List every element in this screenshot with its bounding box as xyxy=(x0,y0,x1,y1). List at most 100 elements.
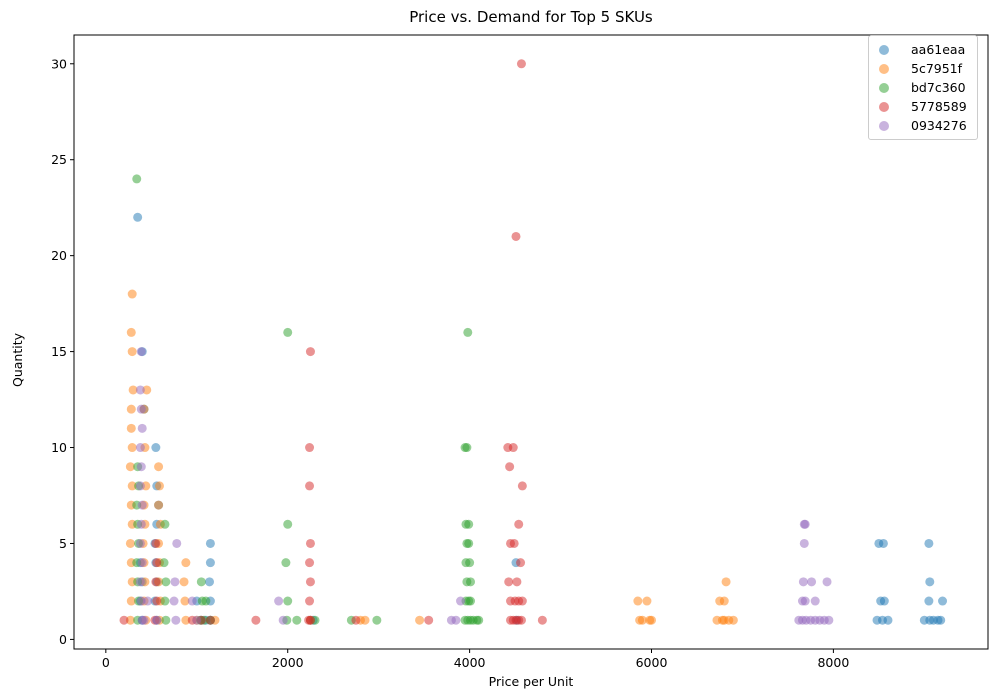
data-point xyxy=(516,615,526,625)
data-point xyxy=(799,538,809,548)
data-point xyxy=(136,462,146,472)
data-point xyxy=(281,558,291,568)
data-point xyxy=(160,519,170,529)
data-point xyxy=(159,558,169,568)
data-point xyxy=(924,538,934,548)
data-point xyxy=(635,615,645,625)
data-point xyxy=(719,596,729,606)
data-point xyxy=(925,577,935,587)
data-point xyxy=(512,577,522,587)
data-point xyxy=(514,519,524,529)
data-point xyxy=(878,538,888,548)
data-point xyxy=(205,538,215,548)
data-point xyxy=(464,538,474,548)
data-point xyxy=(135,481,145,491)
data-point xyxy=(161,577,171,587)
data-point xyxy=(127,289,137,299)
data-point xyxy=(152,558,162,568)
legend-marker xyxy=(879,82,889,93)
data-point xyxy=(136,519,146,529)
data-point xyxy=(278,615,288,625)
data-point xyxy=(137,558,147,568)
data-point xyxy=(169,596,179,606)
data-point xyxy=(142,385,152,395)
data-point xyxy=(647,615,657,625)
data-point xyxy=(126,404,136,414)
data-point xyxy=(360,615,370,625)
data-point xyxy=(137,423,147,433)
data-point xyxy=(463,327,473,337)
data-point xyxy=(509,538,519,548)
legend-marker xyxy=(879,63,889,74)
axes-frame xyxy=(73,34,989,650)
legend-label: aa61eaa xyxy=(911,42,966,57)
data-point xyxy=(451,615,461,625)
legend-item: bd7c360 xyxy=(869,78,977,97)
legend-item: 5c7951f xyxy=(869,59,977,78)
data-point xyxy=(126,423,136,433)
data-point xyxy=(125,538,135,548)
data-point xyxy=(728,615,738,625)
legend-label: 5778589 xyxy=(911,99,967,114)
data-point xyxy=(292,615,302,625)
data-point xyxy=(517,596,527,606)
y-tick-label: 0 xyxy=(59,632,67,647)
series-aa61eaa xyxy=(133,212,948,625)
data-point xyxy=(126,327,136,337)
data-point xyxy=(136,347,146,357)
series-bd7c360 xyxy=(132,174,484,625)
data-point xyxy=(136,596,146,606)
data-point xyxy=(924,596,934,606)
data-point xyxy=(351,615,361,625)
data-point xyxy=(305,596,315,606)
data-point xyxy=(883,615,893,625)
data-point xyxy=(125,615,135,625)
data-point xyxy=(810,596,820,606)
data-point xyxy=(154,462,164,472)
data-point xyxy=(516,558,526,568)
data-point xyxy=(274,596,284,606)
x-tick-label: 2000 xyxy=(272,655,304,670)
data-point xyxy=(822,577,832,587)
legend-label: 0934276 xyxy=(911,118,967,133)
legend-marker xyxy=(879,44,889,55)
data-point xyxy=(505,462,515,472)
data-point xyxy=(172,538,182,548)
data-point xyxy=(170,577,180,587)
y-tick-label: 10 xyxy=(51,440,67,455)
x-tick-label: 4000 xyxy=(454,655,486,670)
legend: aa61eaa 5c7951f bd7c360 5778589 0934276 xyxy=(868,35,978,140)
data-point xyxy=(936,615,946,625)
data-point xyxy=(800,596,810,606)
legend-label: 5c7951f xyxy=(911,61,963,76)
series-5c7951f xyxy=(125,289,738,625)
data-point xyxy=(466,577,476,587)
data-point xyxy=(462,443,472,453)
data-point xyxy=(125,462,135,472)
legend-item: aa61eaa xyxy=(869,40,977,59)
legend-marker xyxy=(879,120,889,131)
data-point xyxy=(180,596,190,606)
data-point xyxy=(807,577,817,587)
data-point xyxy=(511,231,521,241)
data-point xyxy=(283,519,293,529)
data-point xyxy=(516,59,526,69)
data-point xyxy=(305,443,315,453)
data-point xyxy=(205,577,215,587)
data-point xyxy=(938,596,948,606)
data-point xyxy=(136,404,146,414)
series-5778589 xyxy=(119,59,547,625)
data-point xyxy=(152,596,162,606)
y-tick-label: 25 xyxy=(51,152,67,167)
data-point xyxy=(798,577,808,587)
data-point xyxy=(179,577,189,587)
data-point xyxy=(135,443,145,453)
data-point xyxy=(372,615,382,625)
legend-label: bd7c360 xyxy=(911,80,966,95)
data-point xyxy=(305,538,315,548)
data-point xyxy=(192,615,202,625)
chart-title: Price vs. Demand for Top 5 SKUs xyxy=(409,8,653,26)
data-point xyxy=(135,577,145,587)
x-tick-label: 8000 xyxy=(817,655,849,670)
